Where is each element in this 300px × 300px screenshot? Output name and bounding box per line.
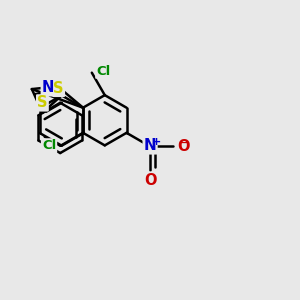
Text: N: N: [144, 138, 157, 153]
Text: N: N: [42, 80, 54, 95]
Text: Cl: Cl: [42, 139, 56, 152]
Text: S: S: [37, 95, 48, 110]
Text: S: S: [53, 81, 64, 96]
Text: Cl: Cl: [96, 65, 110, 78]
Text: −: −: [180, 138, 189, 148]
Text: +: +: [152, 137, 161, 147]
Text: S: S: [53, 81, 64, 96]
Text: O: O: [144, 173, 156, 188]
Text: O: O: [177, 139, 190, 154]
Text: N: N: [144, 138, 157, 153]
Text: N: N: [42, 80, 54, 95]
Text: O: O: [144, 173, 156, 188]
Text: O: O: [177, 139, 190, 154]
Text: Cl: Cl: [42, 139, 56, 152]
Text: S: S: [37, 95, 48, 110]
Text: Cl: Cl: [96, 65, 110, 78]
